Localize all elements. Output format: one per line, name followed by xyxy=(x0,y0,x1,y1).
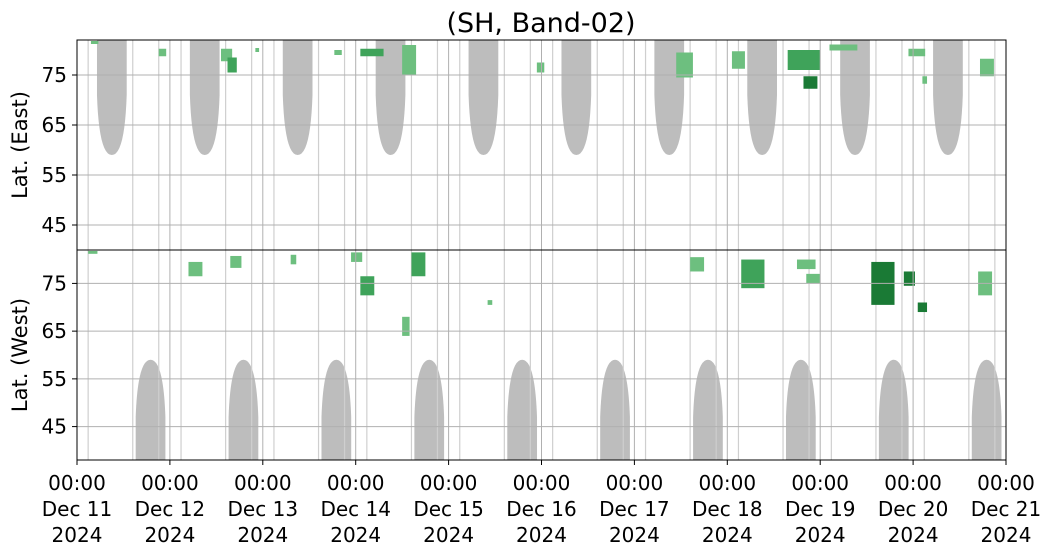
xtick-day-4: Dec 15 xyxy=(413,497,484,521)
east-detection-2 xyxy=(220,48,233,62)
xtick-day-2: Dec 13 xyxy=(228,497,299,521)
xtick-year-2: 2024 xyxy=(237,523,288,547)
xtick-day-7: Dec 18 xyxy=(692,497,763,521)
xtick-time-2: 00:00 xyxy=(234,471,292,495)
xtick-year-4: 2024 xyxy=(423,523,474,547)
east-detection-4 xyxy=(255,48,260,52)
xtick-time-7: 00:00 xyxy=(698,471,756,495)
west-coverage-gap-0 xyxy=(135,359,166,460)
west-ytick-label-3: 45 xyxy=(42,415,67,439)
east-detection-15 xyxy=(922,76,928,84)
west-detection-9 xyxy=(690,257,705,272)
east-detection-12 xyxy=(803,76,818,89)
xtick-time-10: 00:00 xyxy=(977,471,1035,495)
west-detection-10 xyxy=(741,259,765,289)
xtick-time-6: 00:00 xyxy=(606,471,664,495)
west-detection-5 xyxy=(360,276,375,296)
east-detection-7 xyxy=(402,45,417,75)
east-detection-6 xyxy=(360,48,384,57)
xtick-day-1: Dec 12 xyxy=(135,497,206,521)
west-coverage-gap-7 xyxy=(785,359,816,460)
west-detection-6 xyxy=(411,252,426,277)
west-detection-2 xyxy=(230,255,242,268)
east-detection-11 xyxy=(787,50,821,70)
xtick-year-6: 2024 xyxy=(609,523,660,547)
east-detection-1 xyxy=(158,48,167,57)
west-coverage-gap-4 xyxy=(507,359,538,460)
xtick-time-0: 00:00 xyxy=(48,471,106,495)
west-detection-3 xyxy=(290,254,297,265)
east-coverage-gap-2 xyxy=(282,40,313,155)
west-detection-0 xyxy=(88,250,98,254)
xtick-year-1: 2024 xyxy=(144,523,195,547)
east-detection-0 xyxy=(90,41,99,44)
xtick-day-5: Dec 16 xyxy=(506,497,577,521)
east-ytick-label-1: 55 xyxy=(42,163,67,187)
west-detection-12 xyxy=(806,273,821,284)
east-ytick-label-0: 45 xyxy=(42,213,67,237)
east-detection-10 xyxy=(731,51,745,69)
east-coverage-gap-5 xyxy=(561,40,592,155)
east-coverage-gap-3 xyxy=(375,40,406,155)
west-coverage-gap-6 xyxy=(693,359,723,460)
xtick-time-8: 00:00 xyxy=(791,471,849,495)
xtick-year-9: 2024 xyxy=(888,523,939,547)
east-detection-5 xyxy=(334,50,342,55)
east-detection-13 xyxy=(829,44,858,51)
west-detection-8 xyxy=(487,300,493,305)
east-coverage-gap-1 xyxy=(189,40,220,155)
east-ytick-label-2: 65 xyxy=(42,113,67,137)
west-ylabel: Lat. (West) xyxy=(8,298,32,412)
east-coverage-gap-4 xyxy=(468,40,499,155)
west-coverage-gap-3 xyxy=(414,359,445,460)
west-detection-4 xyxy=(351,252,363,262)
xtick-time-4: 00:00 xyxy=(420,471,478,495)
east-detection-14 xyxy=(908,48,926,57)
xtick-year-0: 2024 xyxy=(52,523,103,547)
xtick-day-3: Dec 14 xyxy=(320,497,391,521)
east-coverage-gap-0 xyxy=(96,40,127,155)
west-coverage-gap-5 xyxy=(600,359,630,460)
east-detection-8 xyxy=(536,62,545,73)
xtick-day-10: Dec 21 xyxy=(971,497,1042,521)
xtick-time-5: 00:00 xyxy=(513,471,571,495)
west-detection-1 xyxy=(188,261,203,277)
east-detection-16 xyxy=(979,58,994,77)
west-coverage-gap-2 xyxy=(321,359,352,460)
east-coverage-gap-9 xyxy=(933,40,963,155)
east-coverage-gap-8 xyxy=(840,40,870,155)
xtick-time-3: 00:00 xyxy=(327,471,385,495)
east-coverage-gap-7 xyxy=(747,40,778,155)
xtick-time-1: 00:00 xyxy=(141,471,199,495)
west-ytick-label-2: 55 xyxy=(42,367,67,391)
east-ytick-label-3: 75 xyxy=(42,63,67,87)
west-detection-7 xyxy=(402,316,410,336)
east-ylabel: Lat. (East) xyxy=(8,91,32,199)
west-detection-15 xyxy=(917,302,928,313)
xtick-year-8: 2024 xyxy=(795,523,846,547)
xtick-day-8: Dec 19 xyxy=(785,497,856,521)
xtick-day-9: Dec 20 xyxy=(878,497,949,521)
chart-title: (SH, Band-02) xyxy=(446,8,635,39)
east-detection-9 xyxy=(676,52,693,78)
west-detection-11 xyxy=(796,259,816,270)
west-detection-14 xyxy=(903,271,915,286)
xtick-year-10: 2024 xyxy=(981,523,1032,547)
west-ytick-label-0: 75 xyxy=(42,271,67,295)
xtick-time-9: 00:00 xyxy=(884,471,942,495)
xtick-year-3: 2024 xyxy=(330,523,381,547)
west-coverage-gap-8 xyxy=(878,359,909,460)
xtick-day-0: Dec 11 xyxy=(42,497,113,521)
xtick-year-7: 2024 xyxy=(702,523,753,547)
east-detection-3 xyxy=(227,57,237,73)
west-coverage-gap-9 xyxy=(971,359,1002,460)
west-coverage-gap-1 xyxy=(228,359,259,460)
xtick-day-6: Dec 17 xyxy=(599,497,670,521)
xtick-year-5: 2024 xyxy=(516,523,567,547)
west-ytick-label-1: 65 xyxy=(42,319,67,343)
